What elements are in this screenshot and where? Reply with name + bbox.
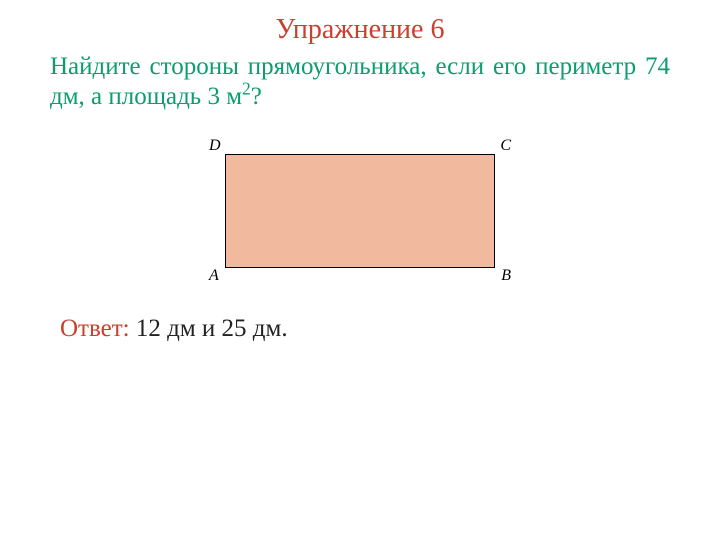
vertex-label-a: A (209, 267, 219, 285)
vertex-label-b: B (501, 267, 511, 285)
vertex-label-c: C (500, 137, 511, 155)
problem-text-part1: Найдите стороны прямоугольника, если его… (50, 53, 670, 110)
rectangle-figure: D C A B (215, 140, 505, 282)
vertex-label-d: D (209, 137, 221, 155)
answer-label: Ответ: (60, 315, 130, 342)
answer-line: Ответ: 12 дм и 25 дм. (0, 287, 720, 343)
problem-text-part2: ? (251, 83, 262, 110)
answer-value: 12 дм и 25 дм. (130, 315, 288, 342)
title-text: Упражнение 6 (276, 14, 445, 45)
exercise-title: Упражнение 6 (0, 0, 720, 46)
problem-superscript: 2 (242, 79, 251, 99)
problem-statement: Найдите стороны прямоугольника, если его… (0, 46, 720, 112)
figure-container: D C A B (0, 140, 720, 287)
rectangle-shape (225, 154, 495, 268)
